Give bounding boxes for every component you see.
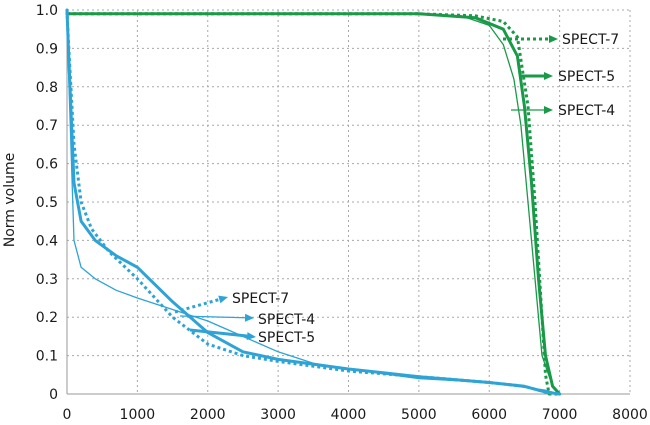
x-tick-label: 0 (63, 407, 72, 423)
annotation-label: SPECT-7 (562, 32, 619, 48)
annotation-arrowhead (544, 72, 553, 80)
annotation-leader-line (189, 328, 248, 338)
x-tick-label: 6000 (471, 407, 507, 423)
series-line-blue-spect-7 (65, 9, 560, 396)
annotation-leader-line (179, 315, 246, 319)
x-tick-label: 2000 (190, 407, 226, 423)
grid (67, 9, 631, 394)
annotation-label: SPECT-5 (258, 330, 315, 346)
annotation-label: SPECT-4 (258, 312, 315, 328)
axes: 0 1000 2000 3000 4000 5000 6000 7000 8000 0 0.1 0.2… (36, 3, 648, 423)
series-line-green-spect-5 (65, 12, 562, 396)
annotation-layer: SPECT-7 SPECT-5 SPECT-4 SPECT-7 SPECT-4 SPECT… (174, 32, 619, 346)
annotation-leader-line (174, 298, 220, 314)
x-tick-label: 5000 (401, 407, 437, 423)
series-line-green-spect-4 (66, 13, 561, 395)
x-tick-label: 7000 (542, 407, 578, 423)
y-tick-label: 0.3 (36, 272, 58, 288)
x-tick-label: 3000 (260, 407, 296, 423)
x-tick-label: 4000 (331, 407, 367, 423)
y-tick-label: 1.0 (36, 3, 58, 19)
annotation-label: SPECT-4 (558, 103, 615, 119)
y-tick-label: 0.9 (36, 41, 58, 57)
y-tick-label: 0 (49, 387, 58, 403)
y-tick-label: 0.1 (36, 349, 58, 365)
annotation-arrowhead (244, 313, 254, 322)
y-axis-title: Norm volume (2, 153, 18, 248)
annotation-arrowhead (544, 106, 553, 114)
annotation-label: SPECT-7 (232, 291, 289, 307)
annotation-arrowhead (218, 295, 228, 304)
y-tick-label: 0.6 (36, 157, 58, 173)
y-tick-label: 0.8 (36, 80, 58, 96)
x-tick-label: 1000 (120, 407, 156, 423)
x-tick-label: 8000 (612, 407, 648, 423)
y-tick-label: 0.5 (36, 195, 58, 211)
y-tick-label: 0.4 (36, 233, 58, 249)
y-tick-label: 0.7 (36, 118, 58, 134)
annotation-arrowhead (246, 332, 256, 341)
annotation-arrowhead (549, 35, 558, 43)
annotation-label: SPECT-5 (558, 69, 615, 85)
y-tick-label: 0.2 (36, 310, 58, 326)
